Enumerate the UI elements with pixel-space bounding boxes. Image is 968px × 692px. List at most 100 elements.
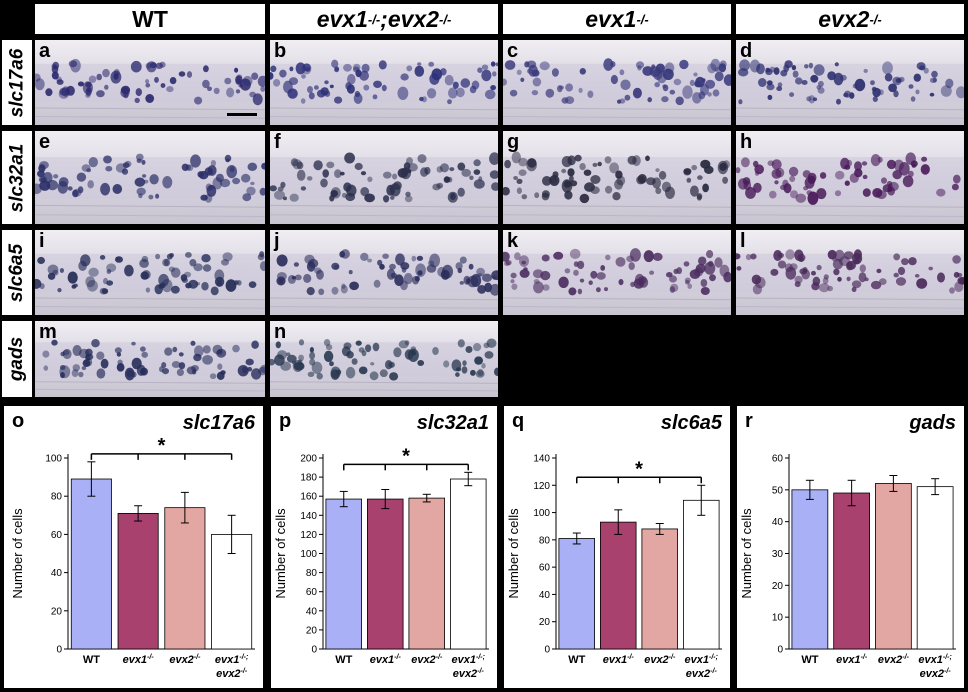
stained-cell [448,87,458,99]
stained-cell [876,190,887,200]
stained-cell [124,160,132,168]
stained-cell [702,183,709,193]
stained-cell [158,284,164,289]
stained-cell [456,87,465,98]
stained-cell [309,351,316,360]
stained-cell [149,174,159,185]
stained-cell [403,273,413,285]
stained-cell [235,89,241,94]
bar [408,497,445,650]
stained-cell [471,80,480,90]
stained-cell [405,191,411,197]
chart-title: slc32a1 [416,412,489,434]
stained-cell [470,369,476,376]
stained-cell [910,96,916,102]
stained-cell [414,276,420,282]
significance-star: * [635,458,643,480]
stained-cell [442,264,453,279]
stained-cell [401,267,407,273]
stained-cell [370,362,375,366]
micrograph-texture [503,131,731,224]
stained-cell [329,361,334,367]
stained-cell [827,285,833,292]
stained-cell [614,179,624,190]
stained-cell [541,254,550,262]
chart-panel-p: p slc32a1 Number of cells 0 20 40 60 80 100 120… [271,406,497,688]
stained-cell [553,251,564,260]
stained-cell [136,364,146,376]
stained-cell [72,364,80,372]
stained-cell [298,354,304,362]
stained-cell [708,260,714,267]
stained-cell [390,272,398,279]
stained-cell [247,162,258,171]
stained-cell [945,78,954,89]
stained-cell [372,342,380,352]
stained-cell [766,83,775,91]
stained-cell [381,84,387,92]
stained-cell [492,71,497,77]
y-tick-label: 40 [539,590,551,601]
stained-cell [224,77,232,85]
stained-cell [579,278,585,283]
y-tick-label: 80 [539,535,551,546]
micrograph-texture [736,230,964,315]
bar-chart: Number of cells 0 20 40 60 80 100 120 140 160 180 2… [273,445,489,680]
stained-cell [242,193,252,202]
stained-cell [794,281,801,288]
stained-cell [481,273,493,282]
stained-cell [777,260,787,269]
stained-cell [345,366,356,379]
stained-cell [96,73,102,81]
stained-cell [846,276,851,282]
stained-cell [531,90,539,96]
x-tick-label: evx2-/- [169,654,201,666]
stained-cell [615,257,626,267]
stained-cell [908,170,914,178]
stained-cell [35,78,45,91]
stained-cell [839,74,847,81]
stained-cell [162,258,169,267]
stained-cell [283,196,287,201]
stained-cell [341,283,346,289]
chart-title: gads [909,412,956,434]
stained-cell [491,270,498,281]
stained-cell [140,346,146,352]
stained-cell [741,157,750,168]
stained-cell [290,158,299,167]
stained-cell [296,169,306,181]
stained-cell [383,171,392,179]
stained-cell [532,269,544,279]
stained-cell [364,193,375,203]
stained-cell [662,84,667,89]
stained-cell [473,343,482,352]
bar [117,512,159,650]
stained-cell [292,159,302,170]
stained-cell [630,281,635,288]
micrograph-c: c [503,40,731,125]
micrograph-i: i [35,230,265,315]
stained-cell [510,279,515,284]
stained-cell [719,264,730,277]
x-tick-label: evx2-/- [878,654,910,666]
stained-cell [723,74,731,86]
stained-cell [372,94,378,100]
stained-cell [306,176,313,181]
panel-letter: j [274,230,280,252]
stained-cell [455,262,463,270]
stained-cell [114,347,122,354]
stained-cell [226,87,235,98]
stained-cell [124,264,134,277]
stained-cell [624,94,631,101]
stained-cell [104,84,109,90]
stained-cell [833,268,840,276]
stained-cell [460,78,471,88]
stained-cell [155,193,160,199]
panel-letter: o [12,410,25,432]
stained-cell [893,253,901,261]
stained-cell [690,185,699,197]
stained-cell [51,339,58,346]
stained-cell [393,181,402,190]
column-header-double-mutant: evx1 -/- ;evx2 -/- [270,4,498,34]
stained-cell [801,80,808,85]
